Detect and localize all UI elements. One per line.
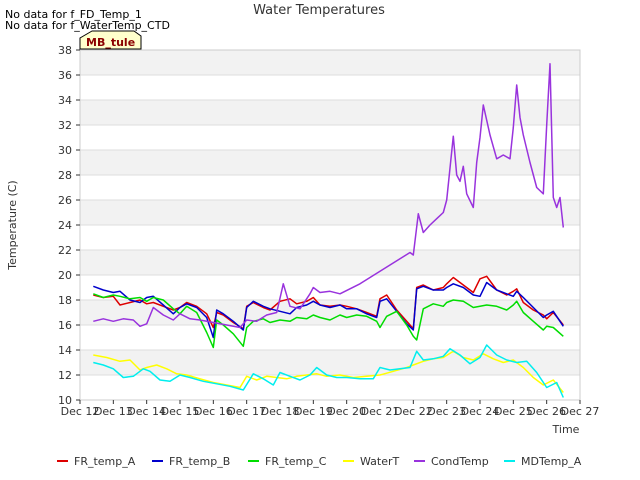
series-line-condtemp xyxy=(93,63,565,329)
legend-label: FR_temp_A xyxy=(74,455,136,468)
x-tick-label: Dec 15 xyxy=(161,405,200,418)
x-tick-label: Dec 19 xyxy=(294,405,333,418)
y-tick-label: 30 xyxy=(58,144,72,157)
x-tick-label: Dec 16 xyxy=(194,405,233,418)
y-tick-label: 38 xyxy=(58,44,72,57)
plot-area xyxy=(79,49,581,401)
y-axis-label: Temperature (C) xyxy=(6,180,19,270)
legend-label: FR_temp_B xyxy=(169,455,230,468)
x-axis-label: Time xyxy=(552,423,580,436)
series-line-fr-temp-c xyxy=(93,293,564,349)
x-tick-label: Dec 25 xyxy=(494,405,533,418)
y-tick-label: 32 xyxy=(58,119,72,132)
y-tick-label: 22 xyxy=(58,244,72,257)
grid-band xyxy=(80,100,580,125)
y-tick-label: 20 xyxy=(58,269,72,282)
y-tick-label: 36 xyxy=(58,69,72,82)
y-tick-label: 16 xyxy=(58,319,72,332)
series-line-watert xyxy=(93,350,564,393)
grid-band xyxy=(80,250,580,275)
y-tick-label: 34 xyxy=(58,94,72,107)
grid-band xyxy=(80,150,580,175)
station-label: MB_tule xyxy=(86,36,135,49)
station-badge: MB_tule xyxy=(79,30,142,50)
x-tick-label: Dec 12 xyxy=(61,405,100,418)
x-tick-label: Dec 13 xyxy=(94,405,133,418)
grid-band xyxy=(80,200,580,225)
y-tick-label: 26 xyxy=(58,194,72,207)
grid-band xyxy=(80,50,580,75)
chart-title: Water Temperatures xyxy=(253,3,385,18)
x-tick-label: Dec 14 xyxy=(127,405,166,418)
station-badge-shape xyxy=(79,30,142,50)
legend-label: WaterT xyxy=(360,455,400,468)
y-tick-label: 14 xyxy=(58,344,72,357)
x-tick-label: Dec 20 xyxy=(327,405,366,418)
legend-label: CondTemp xyxy=(431,455,489,468)
series-line-fr-temp-b xyxy=(93,281,564,339)
no-data-note-1: No data for f_FD_Temp_1 xyxy=(5,8,142,21)
legend: FR_temp_A FR_temp_B FR_temp_C WaterT CondTem… xyxy=(57,455,582,468)
y-tick-label: 10 xyxy=(58,394,72,407)
x-tick-label: Dec 24 xyxy=(461,405,500,418)
x-tick-label: Dec 17 xyxy=(227,405,266,418)
y-tick-label: 12 xyxy=(58,369,72,382)
y-axis: 10 12 14 16 18 20 22 24 26 28 30 32 34 36 38 xyxy=(58,44,80,407)
legend-label: MDTemp_A xyxy=(521,455,582,468)
x-tick-label: Dec 18 xyxy=(261,405,300,418)
x-tick-label: Dec 23 xyxy=(427,405,466,418)
series-line-mdtemp-a xyxy=(93,344,564,398)
no-data-note-2: No data for f_WaterTemp_CTD xyxy=(5,19,170,32)
y-tick-label: 18 xyxy=(58,294,72,307)
y-tick-label: 24 xyxy=(58,219,72,232)
x-tick-label: Dec 22 xyxy=(394,405,433,418)
x-tick-label: Dec 26 xyxy=(527,405,566,418)
x-tick-label: Dec 27 xyxy=(561,405,600,418)
legend-label: FR_temp_C xyxy=(265,455,327,468)
x-tick-label: Dec 21 xyxy=(361,405,400,418)
y-tick-label: 28 xyxy=(58,169,72,182)
